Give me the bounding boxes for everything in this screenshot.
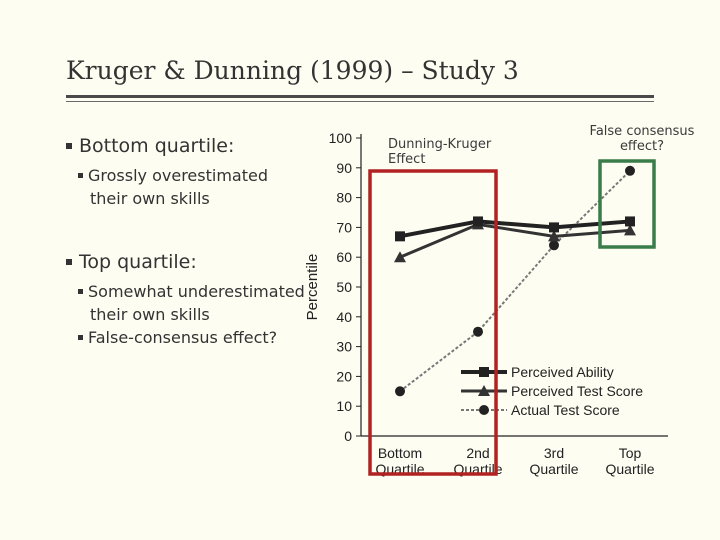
data-point-square	[395, 231, 405, 242]
bullet-square-icon	[66, 259, 72, 265]
percentile-chart: 0 10 20 30 40 50 60 70 80 90 100 Percentile Bottom Qu…	[304, 130, 668, 477]
legend-label: Perceived Test Score	[511, 383, 643, 399]
data-point-triangle	[624, 224, 636, 236]
bullet-square-icon	[78, 335, 83, 340]
bullet-square-icon	[78, 173, 83, 178]
legend-marker	[479, 367, 489, 377]
data-point-circle	[473, 326, 483, 337]
y-tick-label: 20	[336, 368, 352, 384]
bullet-bottom-quartile: Bottom quartile:	[66, 134, 306, 158]
bullet-square-icon	[66, 143, 72, 149]
slide-title: Kruger & Dunning (1999) – Study 3	[66, 56, 519, 85]
sub-bullet-overestimated: Grossly overestimated their own skills	[78, 164, 306, 210]
bullet-square-icon	[78, 289, 83, 294]
bullet-top-quartile: Top quartile:	[66, 250, 306, 274]
y-tick-label: 90	[336, 160, 352, 176]
data-point-circle	[625, 165, 635, 176]
data-point-square	[473, 216, 483, 227]
false-consensus-box	[598, 159, 656, 249]
bullet-text: Top quartile:	[79, 251, 197, 273]
x-category-label: 3rd Quartile	[529, 445, 578, 477]
legend-marker	[478, 385, 490, 396]
y-tick-label: 100	[329, 130, 353, 146]
y-tick-label: 10	[336, 398, 352, 414]
y-tick-label: 70	[336, 219, 352, 235]
data-point-square	[549, 222, 559, 233]
x-category-label: Bottom Quartile	[375, 445, 424, 477]
series-line-triangle	[399, 222, 631, 259]
series-line-square	[399, 219, 631, 239]
sub-bullet-underestimated: Somewhat underestimated their own skills	[78, 280, 306, 326]
data-point-circle	[549, 240, 559, 251]
y-tick-label: 30	[336, 339, 352, 355]
false-consensus-note: False consensus effect?	[589, 124, 695, 154]
y-tick-label: 60	[336, 249, 352, 265]
sub-bullet-text: Grossly overestimated their own skills	[88, 166, 268, 208]
y-axis-label: Percentile	[304, 254, 321, 321]
dunning-kruger-box	[368, 169, 498, 476]
y-tick-label: 50	[336, 279, 352, 295]
x-category-label: Top Quartile	[605, 445, 654, 477]
data-point-triangle	[548, 230, 560, 242]
legend-label: Actual Test Score	[511, 402, 620, 418]
y-tick-label: 40	[336, 309, 352, 325]
dunning-kruger-note: Dunning-Kruger Effect	[388, 137, 492, 167]
sub-bullet-false-consensus: False-consensus effect?	[78, 326, 306, 349]
data-point-circle	[395, 386, 405, 397]
y-tick-label: 80	[336, 190, 352, 206]
y-tick-label: 0	[344, 428, 352, 444]
data-point-square	[625, 216, 635, 227]
legend-label: Perceived Ability	[511, 364, 614, 380]
bullet-list: Bottom quartile: Grossly overestimated t…	[66, 134, 306, 349]
legend-marker	[479, 405, 489, 415]
title-rule-thin	[66, 101, 654, 102]
series-line-circle	[399, 170, 631, 393]
sub-bullet-text: False-consensus effect?	[88, 328, 278, 347]
bullet-text: Bottom quartile:	[79, 135, 235, 157]
title-rule-thick	[66, 95, 654, 98]
sub-bullet-text: Somewhat underestimated their own skills	[88, 282, 305, 324]
data-point-triangle	[394, 251, 406, 263]
